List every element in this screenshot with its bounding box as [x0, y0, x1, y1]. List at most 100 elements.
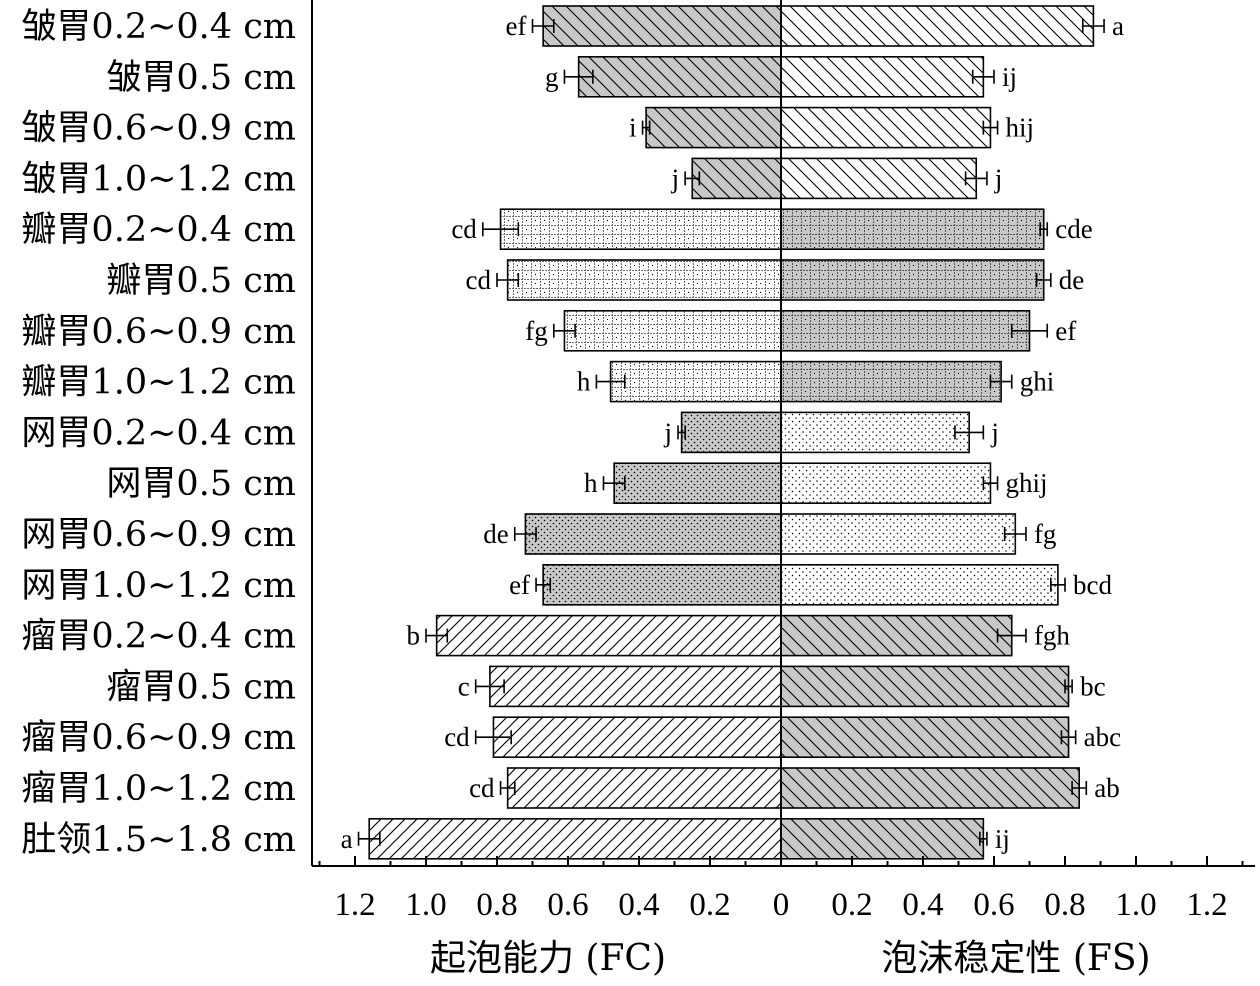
- fc-significance-label: c: [458, 671, 470, 701]
- fc-bar: [563, 309, 782, 352]
- fs-bar: [780, 259, 1045, 301]
- fc-bar: [577, 55, 782, 98]
- fs-significance-label: ij: [995, 824, 1010, 854]
- category-label: 肚领1.5~1.8 cm: [21, 820, 296, 860]
- fs-bar: [780, 665, 1070, 708]
- x-tick-label: 0.8: [476, 887, 517, 923]
- right-x-axis-title: 泡沫稳定性 (FS): [881, 938, 1150, 979]
- category-label: 皱胃0.6~0.9 cm: [21, 109, 296, 149]
- fs-significance-label: bcd: [1073, 570, 1112, 600]
- fc-error-bar: [641, 120, 651, 135]
- fs-significance-label: abc: [1084, 722, 1121, 752]
- category-label: 皱胃1.0~1.2 cm: [21, 159, 296, 199]
- fs-bar: [780, 767, 1081, 809]
- fc-bar: [492, 716, 782, 759]
- category-label: 瓣胃0.5 cm: [106, 261, 296, 301]
- category-label: 网胃1.0~1.2 cm: [21, 566, 296, 606]
- x-tick-label: 0.6: [547, 887, 588, 923]
- fc-error-bar: [513, 527, 537, 541]
- fc-significance-label: a: [341, 824, 353, 854]
- fc-error-bar: [553, 323, 576, 338]
- fc-significance-label: cd: [444, 722, 470, 752]
- fs-bar: [780, 208, 1045, 250]
- fs-bar: [780, 716, 1070, 759]
- fs-bars: [780, 5, 1095, 860]
- category-label: 皱胃0.5 cm: [106, 58, 296, 98]
- fs-error-bar: [1039, 222, 1049, 237]
- category-label: 瘤胃1.0~1.2 cm: [21, 769, 296, 809]
- x-tick-label: 0.6: [973, 887, 1014, 923]
- x-tick-label: 0: [773, 887, 790, 923]
- fc-error-bar: [499, 781, 516, 795]
- fc-bar: [506, 259, 782, 301]
- fs-significance-label: bc: [1080, 671, 1106, 701]
- x-tick-label: 0.2: [689, 887, 730, 923]
- category-label: 瓣胃1.0~1.2 cm: [21, 363, 296, 403]
- fs-significance-label: j: [990, 417, 999, 447]
- category-label: 瘤胃0.5 cm: [106, 667, 296, 707]
- fs-error-bar: [1081, 19, 1105, 33]
- x-ticks: 0 0.2 0.2 0.4 0.4 0.6 0.6 0.8 0.8 1.0 1.0 1.2 1.2: [318, 856, 1244, 923]
- fs-bar: [780, 462, 992, 505]
- fs-significance-label: fgh: [1034, 621, 1070, 651]
- fc-error-bar: [535, 577, 552, 592]
- category-label: 瘤胃0.2~0.4 cm: [21, 617, 296, 657]
- category-label: 瘤胃0.6~0.9 cm: [21, 718, 296, 758]
- fc-significance-label: fg: [525, 316, 548, 346]
- fs-error-bar: [1071, 781, 1088, 795]
- category-label: 网胃0.5 cm: [106, 464, 296, 504]
- fc-error-bar: [474, 679, 505, 694]
- fs-significance-label: ij: [1002, 62, 1017, 92]
- fs-bar: [780, 614, 1013, 657]
- fc-bar: [609, 360, 782, 403]
- axes: [311, 0, 1255, 867]
- fc-bar: [489, 665, 782, 708]
- fs-significance-label: ab: [1094, 773, 1119, 803]
- x-tick-label: 0.4: [618, 887, 659, 923]
- category-label: 瓣胃0.6~0.9 cm: [21, 312, 296, 352]
- fs-error-bar: [964, 171, 988, 186]
- fs-significance-label: ghi: [1020, 367, 1055, 397]
- fc-significance-label: cd: [451, 214, 477, 244]
- fs-error-bar: [1003, 527, 1027, 541]
- fs-significance-label: hij: [1006, 113, 1035, 143]
- fc-bar: [542, 563, 782, 606]
- fc-error-bar: [602, 476, 626, 491]
- fs-significance-label: ef: [1055, 316, 1076, 346]
- fc-bar: [506, 767, 782, 809]
- fs-bar: [780, 817, 985, 860]
- fs-bar: [780, 309, 1031, 352]
- category-labels: 皱胃0.2~0.4 cm 皱胃0.5 cm 皱胃0.6~0.9 cm 皱胃1.0~1.…: [21, 7, 296, 860]
- fs-significance-label: ghij: [1006, 468, 1048, 498]
- category-label: 网胃0.2~0.4 cm: [21, 413, 296, 453]
- fc-bars: [368, 5, 782, 860]
- fc-significance-label: h: [577, 367, 591, 397]
- fc-significance-label: de: [483, 519, 509, 549]
- fc-bar: [542, 5, 782, 47]
- fc-bar: [499, 208, 782, 250]
- fc-bar: [645, 106, 782, 149]
- x-tick-label: 0.8: [1044, 887, 1085, 923]
- fc-bar: [691, 157, 782, 200]
- x-tick-label: 1.0: [1115, 887, 1156, 923]
- error-bars: [357, 19, 1105, 846]
- fc-significance-label: b: [407, 621, 421, 651]
- fc-bar: [435, 614, 782, 657]
- fs-bar: [780, 5, 1095, 47]
- fc-error-bar: [474, 730, 512, 745]
- fc-bar: [368, 817, 782, 860]
- fc-error-bar: [482, 222, 520, 237]
- fs-error-bar: [1035, 273, 1052, 287]
- x-tick-label: 1.2: [1186, 887, 1227, 923]
- fc-error-bar: [677, 425, 686, 440]
- fs-bar: [780, 55, 985, 98]
- fc-error-bar: [684, 171, 701, 186]
- fs-significance-label: j: [994, 163, 1003, 193]
- fs-error-bar: [954, 425, 985, 440]
- fc-bar: [680, 411, 782, 454]
- fc-error-bar: [531, 19, 555, 33]
- fs-significance-label: fg: [1034, 519, 1057, 549]
- fc-significance-label: ef: [509, 570, 530, 600]
